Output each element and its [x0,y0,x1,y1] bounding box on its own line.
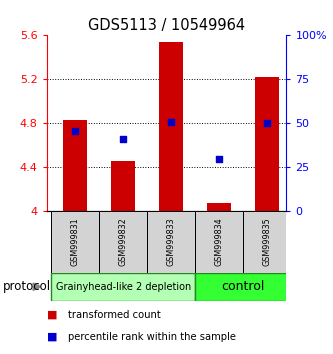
Text: ■: ■ [47,310,57,320]
Text: GSM999832: GSM999832 [119,217,128,266]
Bar [207,203,231,211]
Text: GSM999835: GSM999835 [263,217,272,266]
Bar [255,77,279,211]
Bar [195,211,243,273]
Text: ■: ■ [47,332,57,342]
Point [121,137,126,142]
Bar [99,211,147,273]
Text: transformed count: transformed count [68,310,161,320]
Text: GSM999831: GSM999831 [71,217,80,266]
Text: GSM999833: GSM999833 [167,217,176,266]
Bar [243,211,291,273]
Text: control: control [221,280,265,293]
Bar [159,42,183,211]
Title: GDS5113 / 10549964: GDS5113 / 10549964 [88,18,245,33]
Bar [51,211,99,273]
Text: protocol: protocol [3,280,52,293]
Point [216,156,222,162]
Text: Grainyhead-like 2 depletion: Grainyhead-like 2 depletion [56,282,191,292]
Bar [51,273,195,301]
Text: GSM999834: GSM999834 [215,217,224,266]
Bar [63,120,87,211]
Point [73,128,78,133]
Bar [111,161,135,211]
Bar [195,273,291,301]
Bar [147,211,195,273]
Text: percentile rank within the sample: percentile rank within the sample [68,332,236,342]
Point [168,119,174,125]
Point [264,120,270,126]
